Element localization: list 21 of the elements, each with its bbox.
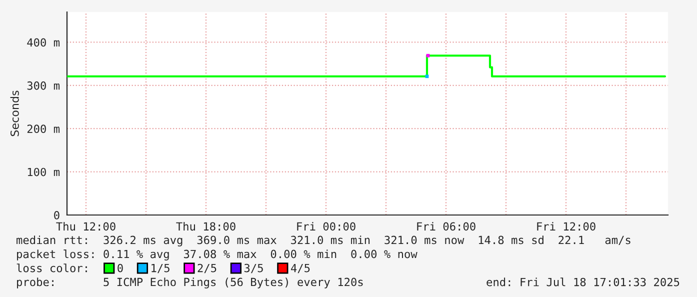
- x-tick-label: Fri 06:00: [417, 222, 476, 231]
- legend-label: 1/5: [152, 264, 170, 274]
- y-tick-label: 400 m: [27, 38, 60, 47]
- y-axis-title: Seconds: [10, 90, 19, 136]
- legend-label: 0: [118, 264, 123, 272]
- text: end: Fri Jul 18 17:01:33 2025: [486, 278, 680, 286]
- y-tick-label: 100 m: [28, 168, 60, 176]
- text: probe: 5 ICMP Echo Pings (56 Bytes) every 120s: [17, 278, 363, 288]
- y-tick-label: 0: [54, 211, 60, 220]
- legend-label: 2/5: [198, 264, 216, 274]
- x-tick-label: Thu 18:00: [176, 222, 236, 231]
- y-tick-label: 300 m: [27, 81, 60, 90]
- x-tick-label: Thu 12:00: [56, 222, 116, 231]
- legend-label: 3/5: [244, 264, 263, 274]
- text: median rtt: 326.2 ms avg 369.0 ms max 321.0 ms min 321.0 ms now 14.8 ms sd 22.1 am/s: [16, 236, 630, 246]
- x-tick-label: Fri 00:00: [297, 222, 356, 231]
- x-tick-label: Fri 12:00: [537, 222, 596, 231]
- legend-title: loss color:: [16, 264, 87, 272]
- text: packet loss: 0.11 % avg 37.08 % max 0.00 % min 0.00 % now: [17, 250, 418, 260]
- legend-label: 4/5: [291, 264, 310, 274]
- y-tick-label: 200 m: [27, 124, 60, 134]
